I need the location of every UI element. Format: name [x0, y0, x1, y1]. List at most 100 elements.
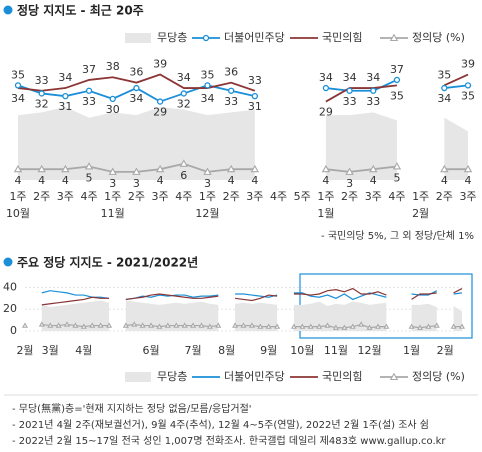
- data-label: 30: [106, 103, 120, 116]
- point: [180, 90, 187, 97]
- data-label: 35: [390, 89, 404, 102]
- point: [321, 164, 331, 173]
- area: [453, 305, 462, 331]
- point: [316, 323, 323, 329]
- data-label: 3: [133, 177, 140, 190]
- point: [179, 159, 188, 167]
- x-tick-label: 1주: [317, 190, 334, 203]
- x-tick-label: 9월: [260, 344, 277, 357]
- data-label: 35: [461, 89, 475, 102]
- point: [156, 98, 164, 105]
- series-line: [325, 165, 398, 173]
- point: [392, 162, 402, 170]
- x-tick-label: 2주: [223, 190, 240, 203]
- data-label: 34: [343, 71, 357, 84]
- x-tick-label: 12월: [357, 344, 381, 357]
- x-tick-label: 2주: [341, 190, 358, 203]
- series-line: [411, 292, 437, 300]
- data-label: 6: [180, 169, 187, 182]
- x-tick-label: 7월: [185, 344, 202, 357]
- footnote: - 2021년 4월 2주(재보궐선거), 9월 4주(추석), 12월 4~5…: [12, 418, 429, 431]
- x-tick-label: 11월: [324, 344, 348, 357]
- legend-marker: [389, 372, 399, 381]
- chart-title: 주요 정당 지지도 - 2021/2022년: [17, 255, 198, 270]
- legend-label: 무당층: [157, 31, 187, 44]
- series-line: [453, 292, 463, 295]
- data-label: 29: [319, 106, 333, 119]
- series-line: [444, 84, 469, 89]
- point: [332, 324, 339, 330]
- area: [293, 301, 387, 331]
- point: [62, 93, 69, 100]
- legend-swatch: [125, 372, 151, 382]
- point: [366, 324, 373, 330]
- legend-label: 국민의힘: [322, 370, 362, 383]
- data-label: 34: [58, 71, 72, 84]
- x-tick-label: 2주: [128, 190, 145, 203]
- data-label: 3: [109, 177, 116, 190]
- point: [203, 167, 212, 175]
- month-label: 12월: [195, 207, 219, 220]
- data-label: 34: [200, 92, 214, 105]
- point: [55, 322, 62, 328]
- legend-label: 정의당 (%): [412, 31, 465, 44]
- point: [63, 321, 71, 327]
- point: [250, 164, 260, 173]
- point: [349, 323, 356, 329]
- data-label: 4: [62, 174, 69, 187]
- point: [14, 82, 22, 89]
- point: [181, 322, 188, 328]
- area: [411, 303, 437, 331]
- point: [204, 82, 211, 89]
- x-tick-label: 3월: [42, 344, 59, 357]
- month-label: 1월: [317, 207, 334, 220]
- point: [463, 164, 473, 173]
- series-line: [293, 292, 387, 301]
- month-label: 10월: [6, 207, 30, 220]
- point: [84, 162, 94, 170]
- data-label: 33: [366, 95, 380, 108]
- data-label: 4: [441, 174, 448, 187]
- legend-label: 더불어민주당: [224, 31, 285, 44]
- legend-swatch: [125, 33, 151, 43]
- point: [307, 323, 314, 329]
- area: [125, 300, 219, 331]
- point: [37, 164, 46, 173]
- x-tick-label: 1월: [403, 344, 420, 357]
- x-tick-label: 2월: [16, 344, 33, 357]
- point: [47, 322, 54, 328]
- point: [198, 322, 205, 328]
- point: [257, 323, 264, 329]
- point: [383, 323, 390, 329]
- point: [108, 167, 117, 175]
- point: [265, 323, 272, 329]
- legend-label: 정의당 (%): [412, 370, 465, 383]
- data-label: 32: [35, 97, 49, 110]
- footnote: - 무당(無黨)층='현재 지지하는 정당 없음/모름/응답거절': [12, 402, 252, 415]
- point: [89, 322, 96, 328]
- x-tick-label: 4주: [388, 190, 405, 203]
- area: [18, 106, 255, 180]
- point: [173, 322, 180, 328]
- x-tick-label: 1주: [104, 190, 121, 203]
- point: [458, 323, 466, 329]
- point: [341, 324, 348, 330]
- x-tick-label: 4주: [80, 190, 97, 203]
- series-line: [325, 79, 398, 92]
- point: [322, 84, 330, 92]
- data-label: 32: [177, 97, 191, 110]
- point: [232, 322, 239, 328]
- point: [393, 76, 401, 84]
- legend-marker: [389, 33, 399, 42]
- point: [464, 82, 472, 89]
- point: [38, 321, 45, 327]
- series-line: [293, 287, 387, 296]
- chart-title: 정당 지지도 - 최근 20주: [17, 3, 144, 18]
- legend-label: 더불어민주당: [224, 370, 285, 383]
- point: [358, 321, 365, 327]
- point: [106, 322, 113, 328]
- data-label: 4: [38, 174, 45, 187]
- data-label: 4: [157, 174, 164, 187]
- series-line: [325, 84, 398, 103]
- title-bullet: [3, 5, 13, 15]
